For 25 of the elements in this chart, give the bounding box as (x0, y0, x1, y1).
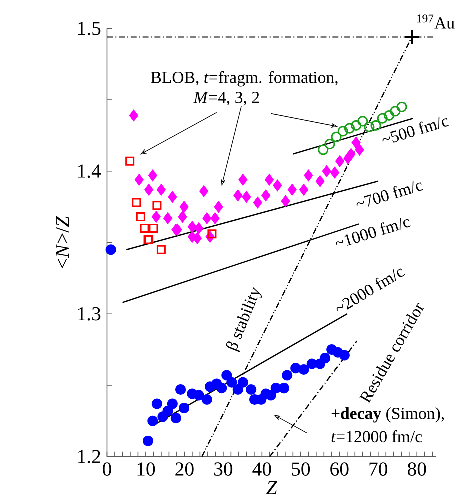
x-tick-label: 40 (252, 462, 272, 476)
y-tick-label: 1.5 (78, 22, 101, 36)
y-tick-label: 1.3 (78, 307, 101, 321)
x-tick-label: 60 (330, 462, 349, 476)
x-tick-label: 0 (102, 462, 112, 476)
annotation: β stability (226, 287, 262, 352)
x-tick-label: 70 (370, 462, 388, 476)
annotation: $^{197}$Au (417, 14, 455, 29)
annotation: ~700 fm/c (356, 181, 424, 207)
x-tick-label: 20 (176, 462, 194, 476)
y-tick-label: 1.2 (78, 450, 100, 464)
annotation: BLOB, t=fragm. formation, (151, 71, 338, 87)
annotation: M=4, 3, 2 (194, 92, 260, 106)
y-axis-title: <N>/Z (56, 216, 70, 268)
annotation: ~1000 fm/c (336, 218, 411, 246)
annotation: t=12000 fm/c (332, 430, 422, 443)
annotation: ~500 fm/c (382, 117, 450, 143)
x-axis-title: Z (266, 481, 278, 494)
x-tick-label: 10 (138, 462, 156, 476)
x-tick-label: 50 (292, 462, 310, 476)
x-tick-label: 80 (408, 462, 426, 476)
x-tick-label: 30 (214, 462, 232, 476)
annotation: +decay (Simon), (332, 408, 444, 423)
annotation: ~2000 fm/c (336, 268, 406, 312)
y-tick-label: 1.4 (78, 164, 102, 178)
